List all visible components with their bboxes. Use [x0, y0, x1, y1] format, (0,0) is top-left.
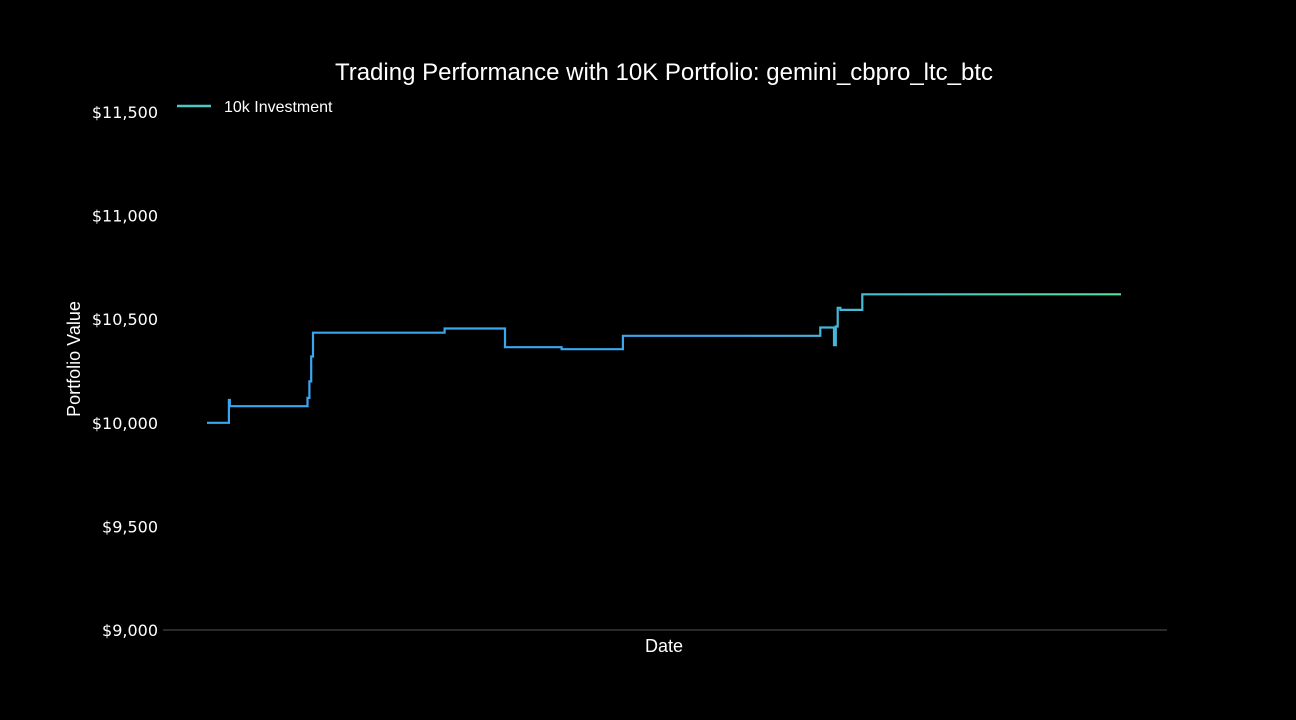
x-axis-label: Date [645, 636, 683, 656]
y-axis-ticks: $9,000 $9,500 $10,000 $10,500 $11,000 $11,500 [92, 103, 158, 640]
series-line-10k-investment [207, 293, 1121, 424]
chart-title: Trading Performance with 10K Portfolio: … [335, 59, 993, 86]
y-tick-label: $11,500 [92, 103, 158, 122]
y-tick-label: $9,000 [102, 621, 158, 640]
y-tick-label: $9,500 [102, 517, 158, 536]
legend-label: 10k Investment [224, 99, 333, 116]
y-tick-label: $10,000 [92, 414, 158, 433]
y-axis-label: Portfolio Value [64, 301, 84, 417]
legend: 10k Investment [177, 99, 333, 116]
y-tick-label: $11,000 [92, 207, 158, 226]
y-tick-label: $10,500 [92, 310, 158, 329]
